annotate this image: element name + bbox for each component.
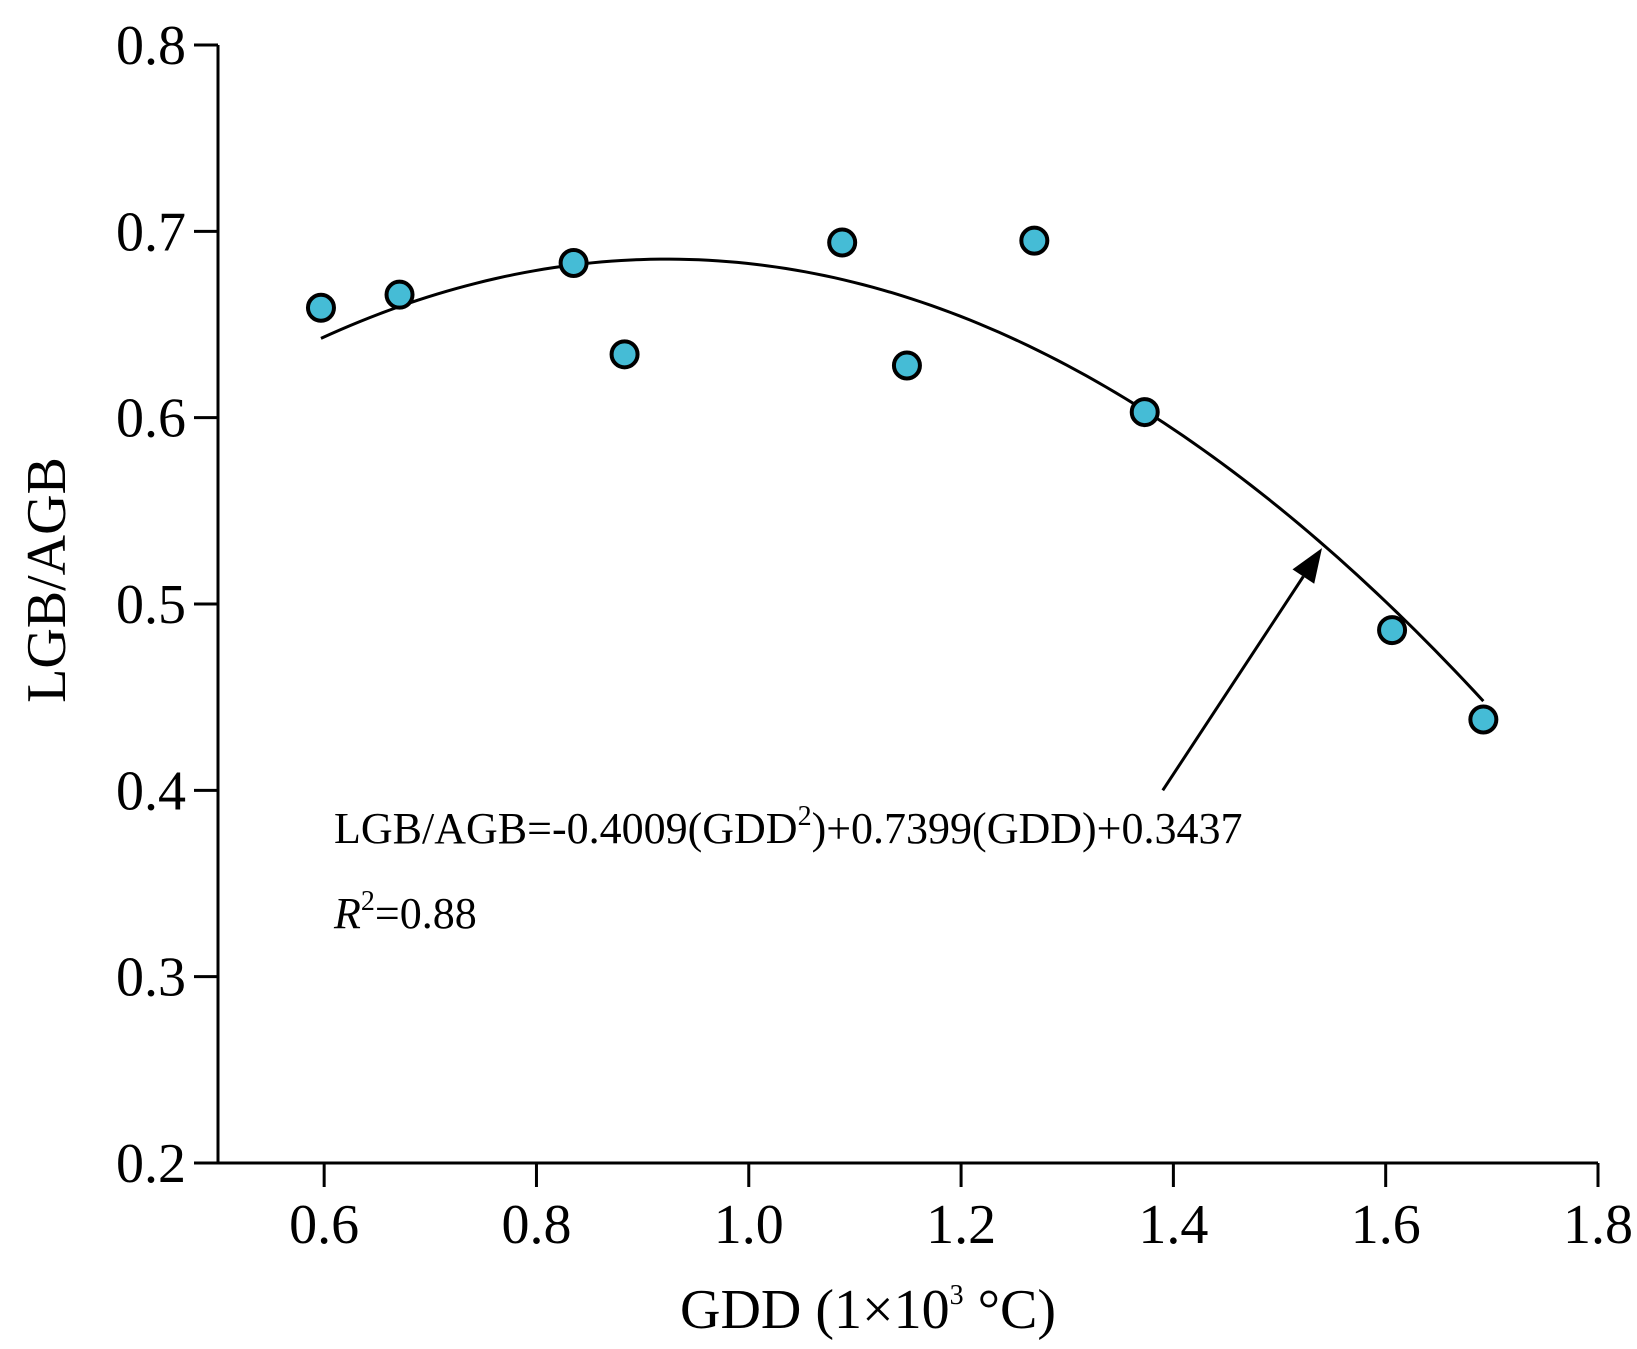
fit-curve xyxy=(320,257,1485,703)
x-axis-title-unit: °C) xyxy=(964,1279,1056,1341)
x-tick-label: 1.0 xyxy=(714,1194,784,1256)
annotation-arrow-head xyxy=(1292,548,1322,584)
equation-annotation: LGB/AGB=-0.4009(GDD2)+0.7399(GDD)+0.3437 xyxy=(334,801,1243,853)
data-point xyxy=(1019,225,1050,256)
equation-part1: LGB/AGB=-0.4009(GDD xyxy=(334,804,798,853)
r-squared-annotation: R2=0.88 xyxy=(333,886,477,938)
x-axis-title-main: GDD (1×10 xyxy=(680,1279,950,1341)
data-point xyxy=(305,292,336,323)
y-tick-label: 0.4 xyxy=(116,760,186,822)
ticks: 0.2 0.3 0.4 0.5 0.6 0.7 0.8 0.6 0.8 1.0 1.2 1.4 1.6 1… xyxy=(116,15,1633,1256)
y-axis-title: LGB/AGB xyxy=(16,457,78,703)
x-tick-label: 1.8 xyxy=(1563,1194,1633,1256)
x-tick-label: 1.2 xyxy=(926,1194,996,1256)
data-point xyxy=(891,350,922,381)
x-tick-label: 1.6 xyxy=(1351,1194,1421,1256)
data-point xyxy=(384,279,415,310)
data-point xyxy=(1468,704,1499,735)
x-axis-title: GDD (1×103 °C) xyxy=(680,1279,1056,1341)
annotation-arrow-group xyxy=(1161,548,1322,792)
x-tick-label: 0.8 xyxy=(501,1194,571,1256)
data-point xyxy=(1129,397,1160,428)
axes xyxy=(216,45,1598,1165)
data-point xyxy=(1377,615,1408,646)
equation-sup: 2 xyxy=(798,801,812,832)
y-tick-label: 0.6 xyxy=(116,388,186,450)
y-tick-label: 0.8 xyxy=(116,15,186,77)
y-tick-label: 0.3 xyxy=(116,947,186,1009)
data-point xyxy=(827,227,858,258)
x-axis-title-sup: 3 xyxy=(950,1280,964,1311)
data-point xyxy=(558,248,589,279)
annotation-arrow-line xyxy=(1161,575,1305,792)
x-tick-label: 0.6 xyxy=(289,1194,359,1256)
y-tick-label: 0.7 xyxy=(116,201,186,263)
r-squared-symbol: R xyxy=(333,889,361,938)
r-squared-sup: 2 xyxy=(361,886,375,917)
r-squared-value: =0.88 xyxy=(375,889,477,938)
y-tick-label: 0.5 xyxy=(116,574,186,636)
fit-curve-group xyxy=(320,257,1485,703)
x-tick-label: 1.4 xyxy=(1138,1194,1208,1256)
data-point xyxy=(609,339,640,370)
y-tick-label: 0.2 xyxy=(116,1133,186,1195)
equation-part2: )+0.7399(GDD)+0.3437 xyxy=(812,804,1243,853)
data-points xyxy=(305,225,1499,735)
